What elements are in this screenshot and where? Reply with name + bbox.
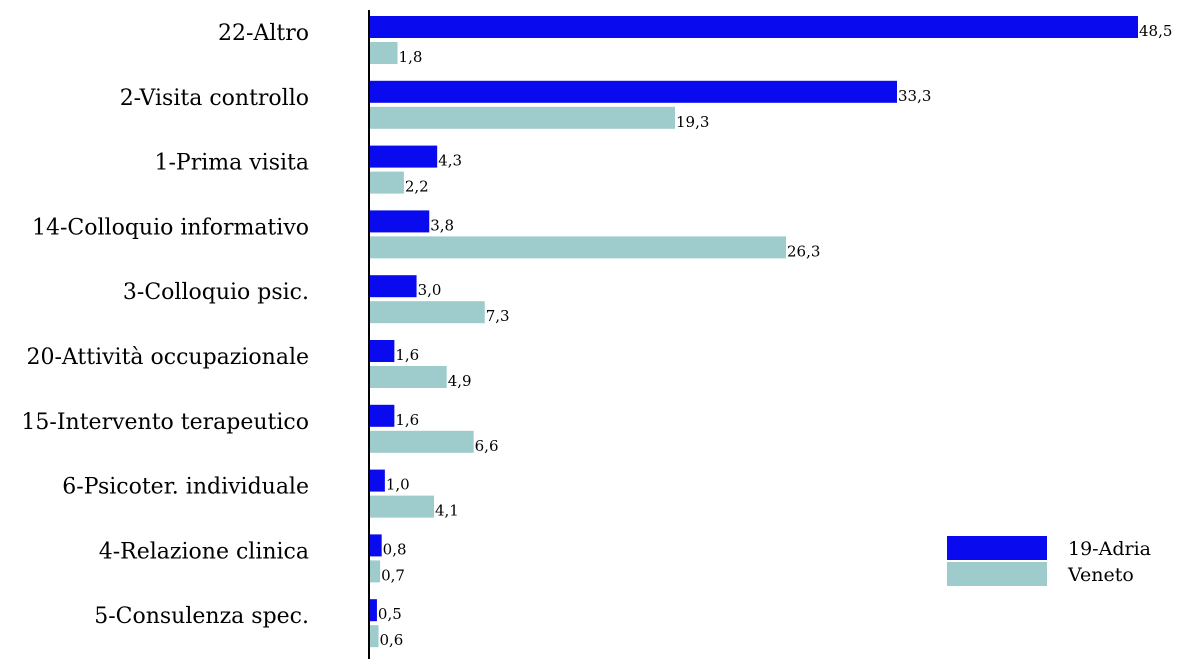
legend: 19-Adria Veneto — [947, 536, 1151, 586]
bar-veneto — [369, 42, 398, 64]
value-label: 0,6 — [380, 631, 404, 649]
bar-adria — [369, 80, 897, 103]
category-labels: 22-Altro 2-Visita controllo 1-Prima visita… — [21, 21, 309, 629]
category-label: 22-Altro — [218, 21, 309, 46]
legend-swatch-veneto — [947, 562, 1047, 586]
legend-label-adria: 19-Adria — [1068, 538, 1151, 560]
bar-veneto — [369, 366, 447, 388]
value-label: 4,1 — [435, 502, 459, 520]
bar-veneto — [369, 495, 435, 518]
bar-adria — [369, 340, 395, 362]
bar-adria — [369, 534, 382, 557]
bar-adria — [369, 275, 417, 298]
category-label: 14-Colloquio informativo — [32, 215, 309, 240]
bar-adria — [369, 404, 395, 427]
category-label: 1-Prima visita — [154, 151, 309, 176]
category-label: 4-Relazione clinica — [99, 539, 309, 564]
value-label: 33,3 — [898, 87, 931, 105]
bar-adria — [369, 145, 438, 168]
legend-swatch-adria — [947, 536, 1047, 560]
value-label: 1,0 — [386, 476, 410, 494]
bar-veneto — [369, 106, 676, 129]
bar-veneto — [369, 171, 404, 194]
value-label: 6,6 — [475, 437, 499, 455]
value-label: 1,6 — [395, 346, 419, 364]
value-label: 0,7 — [381, 566, 405, 584]
bar-veneto — [369, 236, 787, 259]
bar-adria — [369, 599, 377, 622]
bars — [369, 16, 1138, 648]
category-label: 20-Attività occupazionale — [26, 345, 309, 370]
value-label: 48,5 — [1139, 22, 1172, 40]
category-label: 6-Psicoter. individuale — [62, 475, 309, 500]
value-label: 0,8 — [383, 540, 407, 558]
value-label: 3,0 — [418, 281, 442, 299]
category-label: 2-Visita controllo — [120, 86, 309, 111]
bar-veneto — [369, 301, 485, 324]
value-label: 19,3 — [676, 113, 709, 131]
bar-adria — [369, 469, 385, 492]
value-label: 0,5 — [378, 605, 402, 623]
bar-adria — [369, 210, 430, 233]
bar-veneto — [369, 625, 379, 648]
value-label: 3,8 — [430, 216, 454, 234]
value-labels: 48,5 1,8 33,3 19,3 4,3 2,2 3,8 26,3 3,0 7,3 1,6 4,9… — [378, 22, 1172, 649]
value-label: 1,8 — [399, 48, 423, 66]
value-label: 4,3 — [438, 152, 462, 170]
bar-veneto — [369, 430, 474, 453]
value-label: 7,3 — [486, 307, 510, 325]
bar-veneto — [369, 560, 381, 583]
bar-adria — [369, 16, 1138, 38]
value-label: 1,6 — [395, 411, 419, 429]
category-label: 3-Colloquio psic. — [123, 280, 309, 305]
category-label: 15-Intervento terapeutico — [21, 410, 309, 435]
legend-label-veneto: Veneto — [1067, 564, 1134, 586]
value-label: 2,2 — [405, 178, 429, 196]
category-label: 5-Consulenza spec. — [94, 604, 309, 629]
value-label: 26,3 — [787, 242, 820, 260]
value-label: 4,9 — [448, 372, 472, 390]
